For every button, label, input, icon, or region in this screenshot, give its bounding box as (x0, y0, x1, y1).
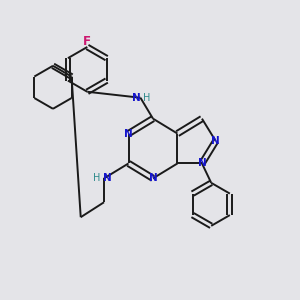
Text: N: N (148, 173, 158, 183)
Text: H: H (93, 173, 100, 183)
Text: N: N (132, 93, 140, 103)
Text: N: N (198, 158, 206, 168)
Text: H: H (143, 93, 151, 103)
Text: N: N (124, 129, 133, 139)
Text: N: N (103, 173, 111, 183)
Text: F: F (83, 35, 91, 48)
Text: N: N (211, 136, 220, 146)
